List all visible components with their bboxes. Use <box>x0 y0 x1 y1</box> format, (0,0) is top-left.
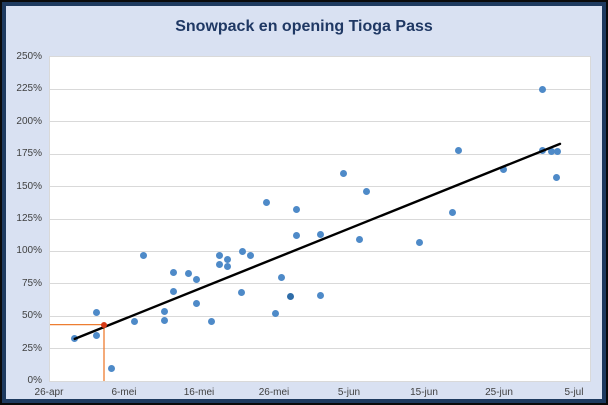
chart-title[interactable]: Snowpack en opening Tioga Pass <box>175 18 433 35</box>
trendline[interactable] <box>73 142 562 341</box>
y-axis-tick-label: 225% <box>16 83 42 95</box>
data-point[interactable] <box>554 148 562 156</box>
data-point[interactable] <box>339 170 347 178</box>
y-axis-tick-label: 250% <box>16 51 42 62</box>
gridline <box>50 153 590 155</box>
data-point[interactable] <box>238 247 246 255</box>
x-axis-tick-label: 26-apr <box>34 387 64 398</box>
data-point[interactable] <box>539 85 547 93</box>
data-point[interactable] <box>548 148 556 156</box>
gridline <box>50 88 590 90</box>
y-axis-tick-label: 25% <box>21 342 42 354</box>
data-point[interactable] <box>237 289 245 297</box>
data-point[interactable] <box>454 146 462 154</box>
gridline <box>50 348 590 350</box>
gridline <box>50 283 590 285</box>
gridline <box>50 186 590 188</box>
data-point[interactable] <box>216 260 223 268</box>
data-point[interactable] <box>316 291 324 299</box>
x-axis-tick-label: 5-jul <box>564 387 584 398</box>
data-point[interactable] <box>108 364 115 372</box>
y-axis-tick-label: 50% <box>21 310 42 322</box>
gridline <box>50 250 590 252</box>
y-axis-tick-label: 175% <box>16 148 42 160</box>
x-axis-tick-label: 16-mei <box>183 387 215 398</box>
highlight-point[interactable] <box>101 321 107 328</box>
data-point[interactable] <box>161 307 169 315</box>
data-point[interactable] <box>184 269 192 277</box>
data-point[interactable] <box>448 209 456 217</box>
data-point[interactable] <box>262 198 270 206</box>
data-point[interactable] <box>207 317 215 325</box>
data-point[interactable] <box>192 299 200 307</box>
data-point[interactable] <box>93 308 100 316</box>
x-axis-tick-label: 5-jun <box>337 387 361 398</box>
data-point[interactable] <box>271 310 279 318</box>
trendline-overlay <box>50 142 562 381</box>
data-point[interactable] <box>316 231 324 239</box>
gridline <box>50 121 590 123</box>
data-point[interactable] <box>216 251 223 259</box>
data-point[interactable] <box>131 317 139 325</box>
x-axis-tick-label: 15-jun <box>410 387 438 398</box>
x-axis-tick-label: 26-mei <box>258 387 290 398</box>
x-axis-tick-label: 6-mei <box>111 387 137 398</box>
data-point[interactable] <box>224 255 232 263</box>
data-point[interactable] <box>169 268 177 276</box>
data-point[interactable] <box>93 332 100 340</box>
y-axis-tick-label: 100% <box>16 245 42 257</box>
data-point[interactable] <box>293 206 301 214</box>
y-axis-tick-label: 200% <box>16 115 42 127</box>
data-point[interactable] <box>139 251 147 259</box>
data-point[interactable] <box>416 238 424 246</box>
data-point[interactable] <box>355 236 363 244</box>
data-point[interactable] <box>293 232 301 240</box>
gridline <box>50 218 590 220</box>
y-axis-tick-label: 125% <box>16 213 42 224</box>
gridline <box>50 315 590 317</box>
data-point[interactable] <box>192 276 200 284</box>
data-point[interactable] <box>363 188 370 196</box>
y-axis-tick-label: 150% <box>16 180 42 192</box>
plot-area[interactable] <box>49 56 591 382</box>
y-axis-tick-label: 0% <box>27 375 42 386</box>
data-point[interactable] <box>169 288 177 296</box>
data-point[interactable] <box>552 174 560 182</box>
data-point[interactable] <box>161 316 169 324</box>
data-point[interactable] <box>286 293 294 301</box>
data-point[interactable] <box>277 273 285 281</box>
data-point[interactable] <box>500 166 508 174</box>
x-axis-tick-label: 25-jun <box>485 387 513 398</box>
data-point[interactable] <box>224 263 232 271</box>
data-point[interactable] <box>246 251 254 259</box>
y-axis-tick-label: 75% <box>21 277 42 289</box>
